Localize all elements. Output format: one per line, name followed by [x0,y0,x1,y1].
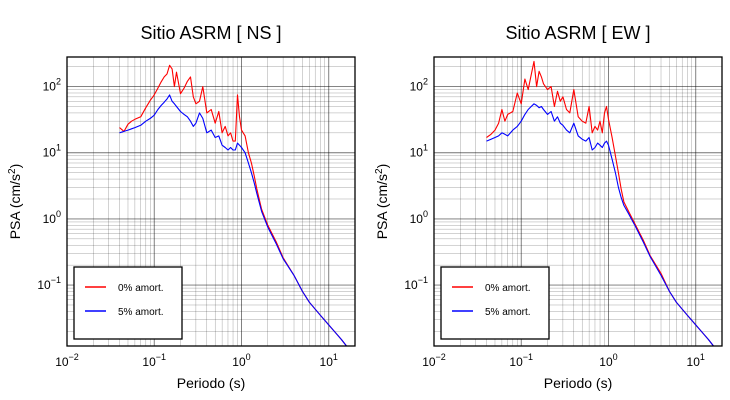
y-tick-label: 101 [410,143,428,160]
y-tick-label: 100 [43,209,61,226]
legend-box [73,266,183,340]
x-tick-label: 10−1 [142,352,166,369]
x-tick-label: 10−2 [55,352,79,369]
chart-title: Sitio ASRM [ NS ] [140,23,281,43]
y-tick-label: 102 [410,77,428,94]
x-tick-label: 101 [687,352,705,369]
y-tick-label: 100 [410,209,428,226]
legend-label: 5% amort. [118,307,164,318]
y-tick-label: 101 [43,143,61,160]
chart-panel-ew: Sitio ASRM [ EW ] 10−2 10−1 100 101 10−1 100 10… [374,23,723,391]
y-tick-label: 10−1 [37,275,61,292]
x-tick-label: 100 [599,352,617,369]
legend-label: 0% amort. [118,283,164,294]
x-tick-label: 101 [320,352,338,369]
y-tick-label: 102 [43,77,61,94]
y-tick-label: 10−1 [404,275,428,292]
x-tick-label: 100 [232,352,250,369]
plot-frame [433,56,723,347]
x-tick-label: 10−2 [422,352,446,369]
plot-frame [66,56,356,347]
chart-title: Sitio ASRM [ EW ] [505,23,650,43]
chart-panel-ns: Sitio ASRM [ NS ] 10−2 10−1 100 101 10−1 100 10… [7,23,356,391]
legend: 0% amort. 5% amort. [440,266,550,340]
legend: 0% amort. 5% amort. [73,266,183,340]
legend-label: 5% amort. [485,307,531,318]
series-line-damping-5 [119,94,347,347]
series-line-damping-0 [486,60,714,347]
series-line-damping-5 [486,103,714,347]
legend-label: 0% amort. [485,283,531,294]
x-axis-label: Periodo (s) [544,375,612,391]
x-tick-label: 10−1 [509,352,533,369]
y-axis-label: PSA (cm/s2) [7,164,23,240]
grid [66,57,356,346]
grid [433,57,723,346]
x-axis-label: Periodo (s) [177,375,245,391]
y-axis-label: PSA (cm/s2) [374,164,390,240]
legend-box [440,266,550,340]
series-line-damping-0 [119,64,347,347]
